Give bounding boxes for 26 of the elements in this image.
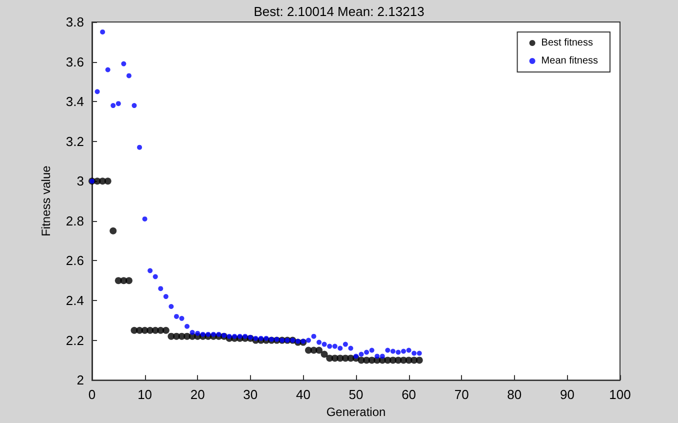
y-tick-label: 2.4 xyxy=(66,293,84,308)
x-tick-label: 90 xyxy=(560,387,574,402)
y-tick-label: 3.4 xyxy=(66,94,84,110)
y-tick-label: 3 xyxy=(76,174,84,189)
y-axis-title: Fitness value xyxy=(39,165,53,236)
x-tick-label: 0 xyxy=(88,387,96,402)
y-tick-label: 2.8 xyxy=(66,213,84,228)
y-tick-label: 3.8 xyxy=(66,14,84,30)
x-tick-label: 70 xyxy=(454,387,469,402)
chart-title: Best: 2.10014 Mean: 2.13213 xyxy=(254,4,424,19)
x-tick-label: 100 xyxy=(609,387,631,402)
x-tick-label: 20 xyxy=(190,387,205,402)
x-tick-label: 50 xyxy=(348,387,364,402)
x-axis-title: Generation xyxy=(326,405,386,419)
y-tick-label: 2.2 xyxy=(66,332,84,348)
x-tick-label: 30 xyxy=(243,387,258,402)
x-tick-label: 80 xyxy=(507,387,522,402)
x-tick-label: 60 xyxy=(402,387,416,402)
x-tick-label: 40 xyxy=(296,387,310,402)
y-tick-label: 3.2 xyxy=(66,134,84,149)
legend-label: Mean fitness xyxy=(541,56,598,66)
x-tick-label: 10 xyxy=(138,387,152,402)
y-tick-label: 2 xyxy=(76,372,84,388)
y-tick-label: 2.6 xyxy=(66,253,84,268)
y-tick-label: 3.6 xyxy=(66,54,84,70)
legend-label: Best fitness xyxy=(541,38,594,48)
